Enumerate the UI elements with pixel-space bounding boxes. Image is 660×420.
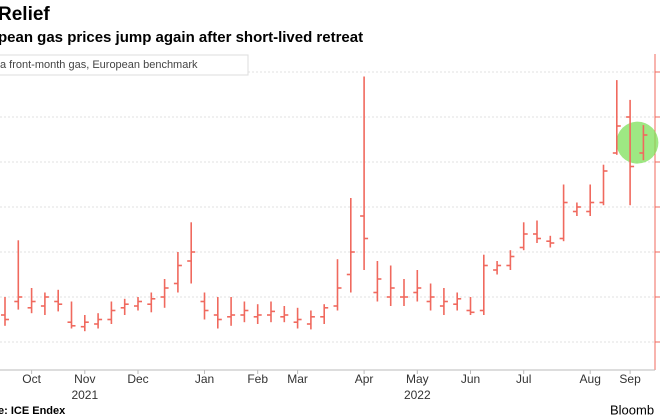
x-tick-label: Feb [247,372,268,386]
x-tick-label: Sep [619,372,641,386]
bars [1,76,659,332]
highlight [616,121,659,164]
x-tick-label: Aug [580,372,601,386]
x-year-label: 2022 [404,388,431,402]
unit-box [0,54,249,76]
grid [0,71,660,343]
unit-label: a front-month gas, European benchmark [0,59,198,71]
x-tick-label: Jan [195,372,214,386]
x-tick-label: Oct [22,372,41,386]
x-tick-label: Jul [516,372,531,386]
x-tick-label: Mar [287,372,308,386]
x-tick-label: Jun [461,372,480,386]
source: e: ICE Endex [0,405,66,417]
x-tick-label: Apr [355,372,374,386]
x-tick-label: Nov [74,372,95,386]
x-tick-label: May [406,372,429,386]
brand: Bloomb [610,402,654,417]
x-year-label: 2021 [71,388,98,402]
x-tick-label: Dec [127,372,148,386]
chart-subtitle: pean gas prices jump again after short-l… [0,29,363,46]
chart-title: Relief [0,4,50,25]
